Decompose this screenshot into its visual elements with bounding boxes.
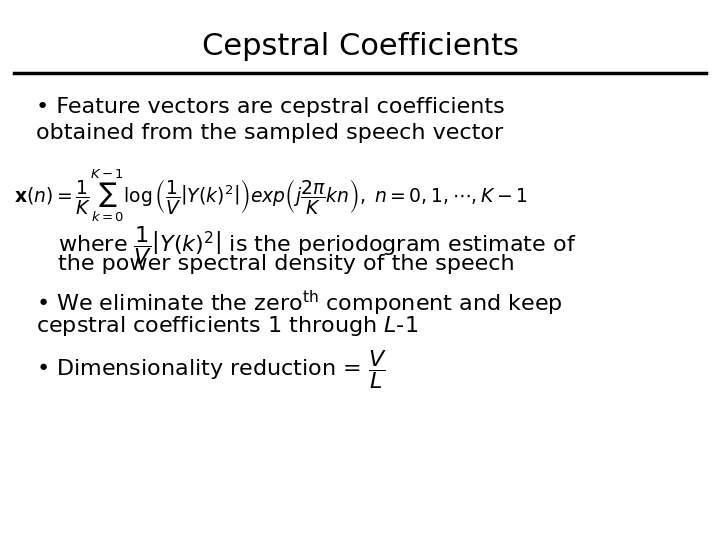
Text: Cepstral Coefficients: Cepstral Coefficients	[202, 32, 518, 62]
Text: where $\dfrac{1}{V}\left|Y(k)^2\right|$ is the periodogram estimate of: where $\dfrac{1}{V}\left|Y(k)^2\right|$ …	[58, 224, 576, 267]
Text: • Dimensionality reduction = $\dfrac{V}{L}$: • Dimensionality reduction = $\dfrac{V}{…	[36, 348, 387, 392]
Text: cepstral coefficients 1 through $L$-1: cepstral coefficients 1 through $L$-1	[36, 314, 418, 338]
Text: obtained from the sampled speech vector: obtained from the sampled speech vector	[36, 123, 503, 143]
Text: the power spectral density of the speech: the power spectral density of the speech	[58, 254, 514, 274]
Text: • Feature vectors are cepstral coefficients: • Feature vectors are cepstral coefficie…	[36, 97, 505, 117]
Text: $\mathbf{x}(n) = \dfrac{1}{K} \sum_{k=0}^{K-1} \log \left( \dfrac{1}{V} \left| Y: $\mathbf{x}(n) = \dfrac{1}{K} \sum_{k=0}…	[14, 167, 528, 224]
Text: • We eliminate the zero$^{\mathrm{th}}$ component and keep: • We eliminate the zero$^{\mathrm{th}}$ …	[36, 289, 563, 318]
